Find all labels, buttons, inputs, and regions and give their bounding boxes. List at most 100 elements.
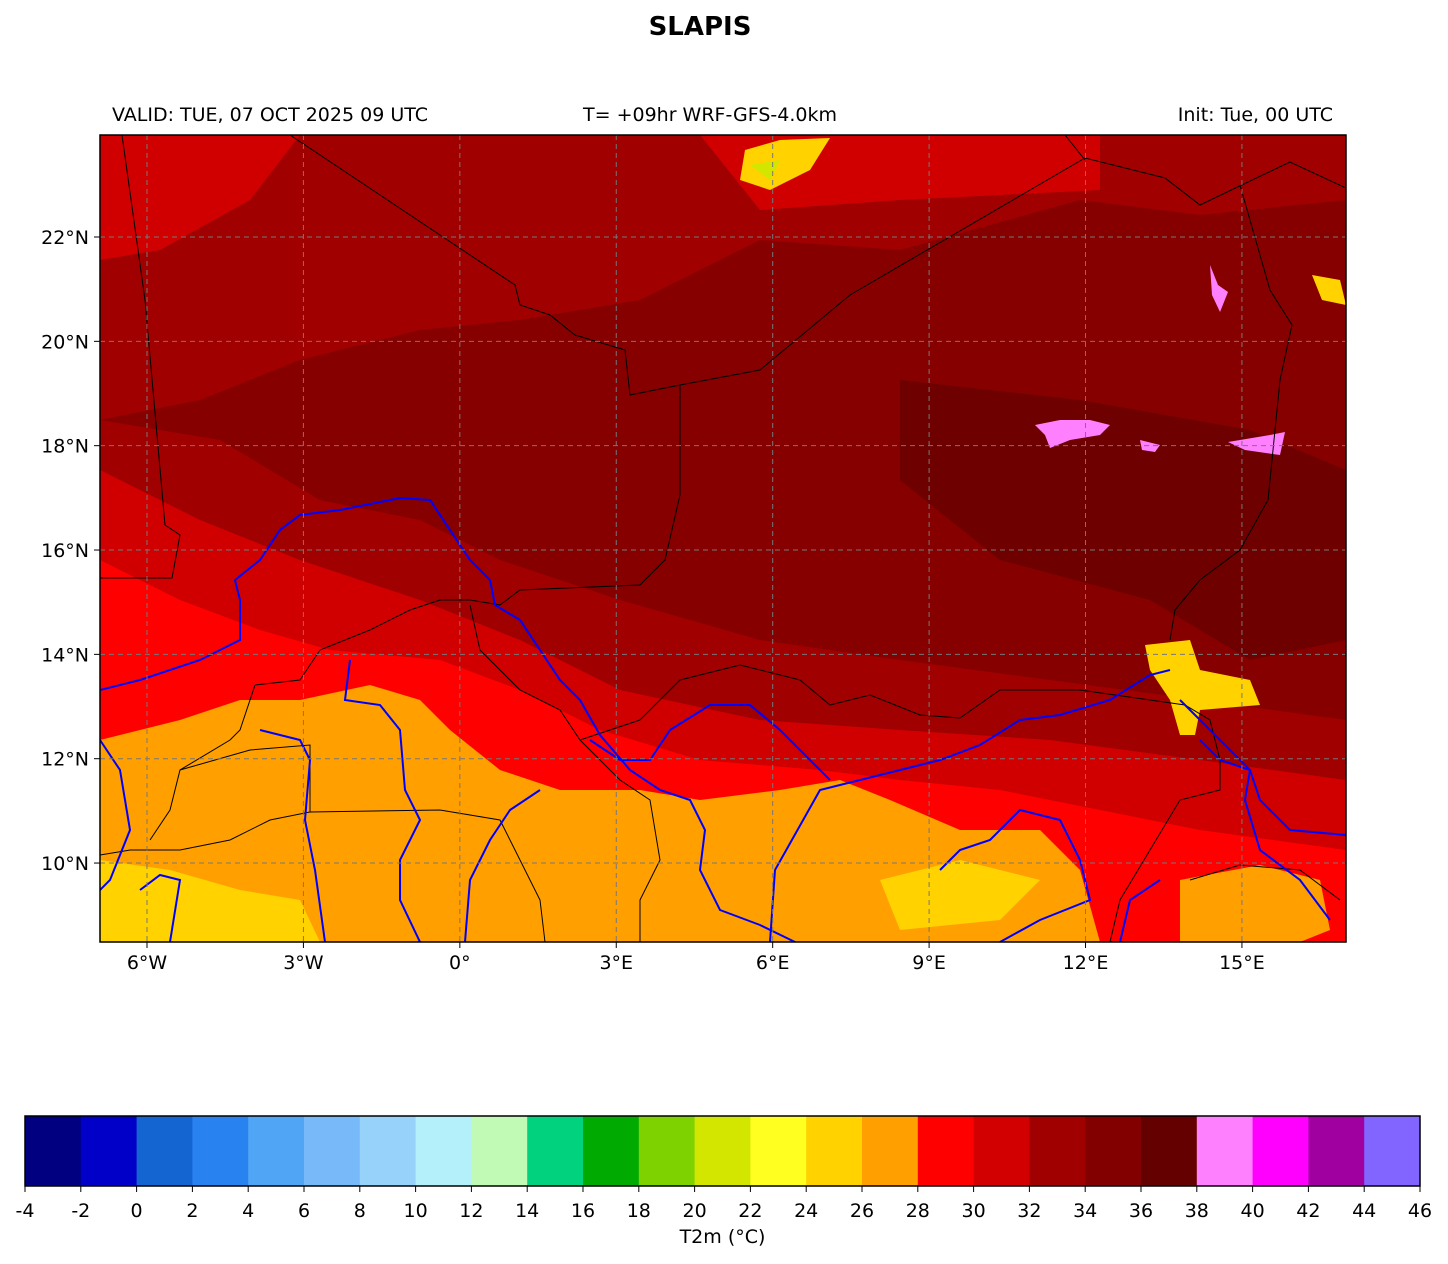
colorbar-tick-label: 28 bbox=[906, 1200, 930, 1222]
colorbar-tick-label: 26 bbox=[850, 1200, 874, 1222]
benue-river bbox=[769, 669, 1171, 942]
colorbar-bin bbox=[1141, 1116, 1198, 1186]
lat-tick-label: 14°N bbox=[41, 644, 89, 666]
lat-tick-label: 20°N bbox=[41, 331, 89, 353]
colorbar-bin bbox=[1029, 1116, 1086, 1186]
border-line bbox=[254, 385, 681, 686]
colorbar-bin bbox=[1252, 1116, 1309, 1186]
oti-river bbox=[464, 789, 541, 942]
colorbar-bin bbox=[471, 1116, 528, 1186]
colorbar-bin bbox=[527, 1116, 584, 1186]
lat-tick-label: 16°N bbox=[41, 540, 89, 562]
map-frame bbox=[99, 134, 1347, 943]
colorbar-tick-label: 16 bbox=[571, 1200, 595, 1222]
colorbar-tick-label: 10 bbox=[404, 1200, 428, 1222]
colorbar: -4 -2 0 2 4 6 8 10 12 14 16 18 20 22 24 26 28 30 32 34 36 38 4… bbox=[16, 1115, 1432, 1222]
colorbar-bin bbox=[694, 1116, 751, 1186]
colorbar-tick-label: 32 bbox=[1017, 1200, 1041, 1222]
field-38-40-d bbox=[1140, 440, 1160, 452]
colorbar-bin bbox=[973, 1116, 1030, 1186]
volta-river-west bbox=[259, 729, 326, 942]
border-line bbox=[309, 809, 546, 942]
colorbar-tick-label: 14 bbox=[515, 1200, 539, 1222]
border-line bbox=[469, 604, 661, 942]
colorbar-bin bbox=[304, 1116, 361, 1186]
temperature-field bbox=[100, 135, 1346, 942]
lon-tick-label: 9°E bbox=[912, 952, 946, 974]
colorbar-bin bbox=[359, 1116, 417, 1186]
gridlines bbox=[100, 135, 1346, 942]
colorbar-bin bbox=[1364, 1116, 1421, 1186]
colorbar-bin bbox=[415, 1116, 472, 1186]
niger-river bbox=[100, 496, 796, 942]
border-line bbox=[1169, 184, 1293, 641]
border-line bbox=[1064, 135, 1086, 161]
colorbar-tick-label: 6 bbox=[298, 1200, 310, 1222]
colorbar-bin bbox=[248, 1116, 305, 1186]
field-24-26-lake-chad bbox=[1145, 640, 1260, 735]
lat-tick-label: 18°N bbox=[41, 436, 89, 458]
colorbar-tick-label: 44 bbox=[1352, 1200, 1376, 1222]
lon-tick-label: 3°W bbox=[283, 952, 324, 974]
colorbar-tick-label: 46 bbox=[1408, 1200, 1432, 1222]
colorbar-tick-label: 40 bbox=[1241, 1200, 1265, 1222]
map-axes: 6°W 3°W 0° 3°E 6°E 9°E 12°E 15°E 22°N 20°N 18°N 16°… bbox=[41, 227, 1265, 974]
field-32-34-north bbox=[100, 135, 1346, 420]
valid-time: VALID: TUE, 07 OCT 2025 09 UTC bbox=[112, 104, 428, 126]
colorbar-bin bbox=[583, 1116, 640, 1186]
lat-tick-label: 10°N bbox=[41, 853, 89, 875]
colorbar-tick-label: 12 bbox=[459, 1200, 483, 1222]
border-line bbox=[100, 135, 181, 579]
river-west bbox=[100, 739, 132, 891]
field-30-32-northwest bbox=[100, 135, 300, 260]
river-east-nigeria bbox=[939, 808, 1092, 942]
field-24-26-top bbox=[740, 138, 830, 190]
colorbar-bin bbox=[917, 1116, 975, 1186]
river-south bbox=[1179, 699, 1331, 921]
river-chad-inflow bbox=[1119, 879, 1161, 942]
volta-river bbox=[343, 659, 422, 942]
colorbar-bin bbox=[1196, 1116, 1254, 1186]
colorbar-tick-label: 18 bbox=[627, 1200, 651, 1222]
river-sokoto bbox=[589, 704, 831, 781]
colorbar-bin bbox=[638, 1116, 696, 1186]
colorbar-tick-label: 38 bbox=[1185, 1200, 1209, 1222]
field-24-26-west bbox=[100, 860, 320, 942]
colorbar-tick-label: 20 bbox=[683, 1200, 707, 1222]
field-26-28 bbox=[100, 685, 1100, 942]
colorbar-bin bbox=[862, 1116, 919, 1186]
river-west-south bbox=[139, 873, 182, 942]
colorbar-tick-label: 42 bbox=[1296, 1200, 1320, 1222]
country-borders bbox=[100, 135, 1346, 942]
lon-tick-label: 6°W bbox=[127, 952, 168, 974]
lon-tick-label: 15°E bbox=[1219, 952, 1265, 974]
forecast-hour-model: T= +09hr WRF-GFS-4.0km bbox=[583, 104, 837, 126]
colorbar-bin bbox=[80, 1116, 138, 1186]
colorbar-tick-label: 36 bbox=[1129, 1200, 1153, 1222]
rivers bbox=[100, 496, 1346, 942]
border-line bbox=[579, 664, 1221, 942]
colorbar-bin bbox=[750, 1116, 807, 1186]
colorbar-label: T2m (°C) bbox=[679, 1226, 766, 1248]
lat-tick-label: 22°N bbox=[41, 227, 89, 249]
border-line bbox=[1189, 864, 1341, 901]
map-title: SLAPIS bbox=[648, 12, 752, 42]
colorbar-tick-label: 0 bbox=[131, 1200, 143, 1222]
field-24-26-ne bbox=[1312, 275, 1346, 305]
field-36-38-core bbox=[900, 380, 1346, 660]
colorbar-bin bbox=[806, 1116, 863, 1186]
colorbar-bin bbox=[192, 1116, 249, 1186]
colorbar-bin bbox=[1085, 1116, 1142, 1186]
colorbar-tick-label: 24 bbox=[794, 1200, 818, 1222]
field-38-40-a bbox=[1035, 420, 1110, 448]
init-time: Init: Tue, 00 UTC bbox=[1177, 104, 1333, 126]
colorbar-bin bbox=[1308, 1116, 1365, 1186]
border-line bbox=[149, 684, 256, 841]
lon-tick-label: 6°E bbox=[756, 952, 790, 974]
colorbar-tick-label: 4 bbox=[242, 1200, 254, 1222]
colorbar-tick-label: 34 bbox=[1073, 1200, 1097, 1222]
colorbar-tick-label: 30 bbox=[962, 1200, 986, 1222]
logone-river bbox=[1199, 739, 1346, 836]
lon-tick-label: 0° bbox=[449, 952, 471, 974]
